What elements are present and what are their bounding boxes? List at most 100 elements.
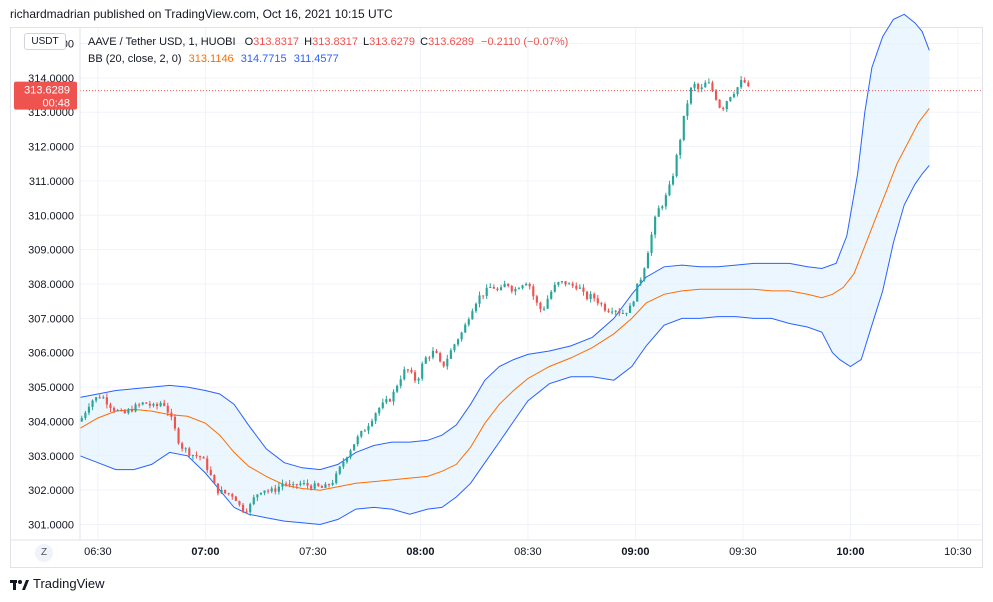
candle-body [98, 397, 101, 399]
candle-body [689, 87, 693, 104]
candle-body [507, 283, 510, 287]
bb-upper-line [79, 13, 930, 471]
price-tick-label: 311.0000 [29, 176, 74, 188]
candle-body [496, 288, 499, 291]
candle-body [650, 234, 653, 254]
candle-body [682, 115, 685, 140]
candle-body [679, 139, 682, 156]
candle-body [406, 369, 409, 371]
candle-body [152, 404, 155, 406]
candle-body [342, 461, 345, 467]
candle-body [263, 490, 266, 493]
candle-body [421, 363, 424, 379]
candle-body [396, 385, 399, 392]
ohlc-open-label: O [244, 36, 254, 48]
last-price-value: 313.6289 [24, 85, 70, 97]
candle-body [643, 268, 646, 280]
last-price-tag: 313.6289 00:48 [14, 81, 77, 110]
candle-body [625, 312, 628, 314]
candle-body [209, 469, 212, 476]
price-tick-label: 308.0000 [28, 279, 74, 291]
candle-body [102, 397, 105, 399]
candle-body [525, 283, 528, 286]
candle-body [568, 283, 571, 285]
candle-body [560, 281, 564, 283]
candle-body [417, 378, 420, 381]
price-tick-label: 302.0000 [28, 485, 74, 497]
candle-body [424, 357, 427, 364]
candle-body [159, 402, 162, 407]
candle-body [95, 397, 98, 401]
candle-body [388, 399, 392, 402]
candle-body [360, 431, 363, 437]
candle-body [231, 494, 234, 497]
candle-body [353, 444, 356, 451]
candle-body [668, 184, 671, 196]
price-tick-label: 301.0000 [28, 520, 74, 532]
candle-body [281, 483, 284, 487]
candle-body [550, 291, 553, 299]
candle-body [428, 357, 431, 359]
candle-body [714, 90, 718, 100]
candle-body [216, 483, 220, 494]
symbol-name: AAVE / Tether USD, 1, HUOBI [88, 36, 236, 48]
candle-body [539, 302, 542, 310]
candle-body [270, 488, 273, 492]
price-tick-label: 309.0000 [28, 245, 74, 257]
candle-body [489, 287, 492, 289]
footer-brand: TradingView [33, 576, 105, 591]
chart-frame[interactable] [10, 27, 983, 568]
candle-body [163, 402, 166, 406]
candle-body [109, 404, 112, 409]
candle-body [392, 391, 395, 402]
zoom-button[interactable]: Z [35, 544, 53, 562]
candle-body [603, 304, 607, 311]
price-tick-label: 304.0000 [28, 416, 74, 428]
bollinger-bands [79, 13, 930, 526]
candle-body [439, 353, 442, 362]
candle-body [600, 303, 603, 305]
publisher-line: richardmadrian published on TradingView.… [10, 7, 393, 21]
candle-body [310, 485, 313, 489]
candle-body [324, 484, 327, 488]
price-tick-label: 312.0000 [28, 142, 74, 154]
candle-body [521, 285, 524, 289]
candle-body [403, 369, 406, 380]
indicator-legend: BB (20, close, 2, 0) 313.1146 314.7715 3… [88, 53, 339, 65]
candle-body [370, 420, 374, 427]
price-axis: 315.0000314.0000313.0000312.0000311.0000… [28, 38, 74, 531]
ohlc-low-label: L [363, 36, 370, 48]
candle-body [155, 404, 159, 407]
candle-body [582, 287, 585, 292]
time-axis: 06:30 07:00 07:30 08:00 08:30 09:00 09:30 10:00… [84, 546, 972, 558]
candle-body [636, 283, 639, 302]
candle-body [611, 311, 614, 313]
candle-body [238, 501, 241, 505]
candle-body [747, 82, 750, 87]
candle-body [632, 301, 635, 306]
price-tick-label: 305.0000 [28, 382, 74, 394]
candle-body [123, 410, 126, 414]
candle-body [410, 369, 413, 373]
candle-body [195, 455, 198, 457]
candle-body [535, 296, 538, 303]
candle-body [732, 94, 736, 98]
candle-body [482, 295, 485, 297]
ohlc-open-value: 313.8317 [253, 36, 300, 48]
candle-body [453, 344, 456, 351]
time-tick-label: 07:30 [299, 546, 327, 558]
candle-body [331, 482, 334, 485]
candle-body [105, 397, 108, 405]
candle-body [181, 443, 184, 449]
candle-body [127, 409, 130, 414]
candle-body [446, 358, 449, 367]
bb-basis-line [79, 108, 930, 491]
candle-body [80, 418, 83, 422]
time-tick-label: 06:30 [84, 546, 112, 558]
candle-body [646, 253, 650, 269]
candle-body [87, 406, 91, 413]
time-tick-label: 10:30 [944, 546, 972, 558]
price-tick-label: 310.0000 [28, 210, 74, 222]
candle-body [245, 511, 248, 513]
